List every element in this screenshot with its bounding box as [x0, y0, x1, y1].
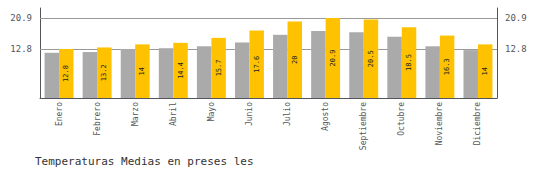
svg-text:Abril: Abril [169, 102, 178, 126]
svg-text:20.9: 20.9 [329, 50, 337, 67]
svg-text:18.5: 18.5 [405, 54, 413, 71]
svg-text:14.4: 14.4 [177, 62, 185, 79]
svg-text:Marzo: Marzo [131, 102, 140, 126]
svg-text:Temperaturas Medias en preses: Temperaturas Medias en preses les [35, 155, 254, 168]
svg-text:20.9: 20.9 [505, 13, 527, 23]
svg-text:Julio: Julio [283, 102, 292, 126]
svg-text:Junio: Junio [245, 102, 254, 126]
svg-text:Octubre: Octubre [397, 102, 406, 136]
svg-text:12.8: 12.8 [505, 44, 527, 54]
svg-text:Noviembre: Noviembre [435, 102, 444, 146]
svg-text:Agosto: Agosto [321, 102, 330, 131]
svg-text:20: 20 [291, 55, 299, 63]
svg-text:20.5: 20.5 [367, 50, 375, 67]
svg-text:12.8: 12.8 [62, 65, 70, 82]
svg-text:Mayo: Mayo [207, 102, 216, 121]
svg-text:17.6: 17.6 [253, 56, 261, 73]
svg-text:Septiembre: Septiembre [359, 102, 368, 150]
svg-text:Enero: Enero [55, 102, 64, 126]
svg-text:13.2: 13.2 [100, 64, 108, 81]
svg-text:12.8: 12.8 [10, 44, 32, 54]
svg-text:Febrero: Febrero [93, 102, 102, 136]
svg-text:14: 14 [481, 67, 489, 75]
svg-text:14: 14 [138, 67, 146, 75]
svg-text:15.7: 15.7 [215, 60, 223, 77]
svg-text:16.3: 16.3 [443, 58, 451, 75]
svg-text:20.9: 20.9 [10, 13, 32, 23]
svg-text:Diciembre: Diciembre [473, 102, 482, 146]
